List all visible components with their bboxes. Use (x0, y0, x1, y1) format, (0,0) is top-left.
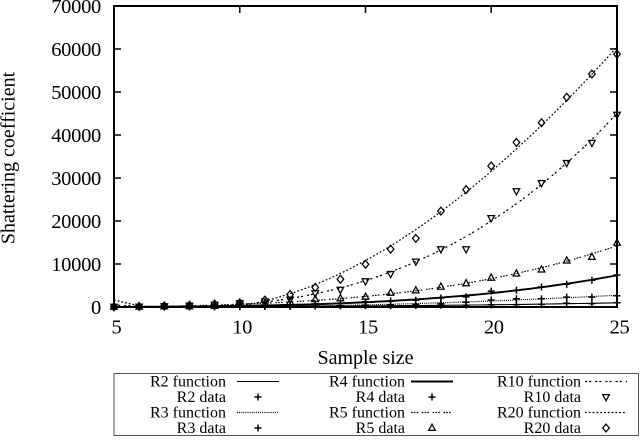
svg-text:R5 function: R5 function (329, 404, 405, 421)
svg-text:R3 function: R3 function (150, 404, 226, 421)
svg-text:20: 20 (484, 317, 504, 339)
svg-text:Sample size: Sample size (317, 347, 413, 369)
svg-text:R20 data: R20 data (524, 420, 581, 437)
svg-text:R2 data: R2 data (177, 389, 226, 406)
svg-text:Shattering coefficient: Shattering coefficient (0, 71, 20, 244)
svg-text:50000: 50000 (51, 82, 101, 104)
svg-text:R10 data: R10 data (524, 389, 581, 406)
svg-text:R5 data: R5 data (356, 420, 405, 437)
svg-text:R20 function: R20 function (497, 404, 581, 421)
svg-text:15: 15 (358, 317, 378, 339)
svg-text:0: 0 (91, 297, 101, 319)
svg-text:R10 function: R10 function (497, 373, 581, 390)
svg-text:25: 25 (610, 317, 630, 339)
svg-text:5: 5 (112, 317, 122, 339)
svg-text:R4 function: R4 function (329, 373, 405, 390)
svg-text:60000: 60000 (51, 39, 101, 61)
svg-text:20000: 20000 (51, 211, 101, 233)
svg-text:30000: 30000 (51, 168, 101, 190)
svg-text:10000: 10000 (51, 254, 101, 276)
svg-text:R4 data: R4 data (356, 389, 405, 406)
svg-text:R3 data: R3 data (177, 420, 226, 437)
svg-text:R2 function: R2 function (150, 373, 226, 390)
svg-text:40000: 40000 (51, 125, 101, 147)
svg-text:10: 10 (232, 317, 252, 339)
svg-text:70000: 70000 (51, 0, 101, 18)
